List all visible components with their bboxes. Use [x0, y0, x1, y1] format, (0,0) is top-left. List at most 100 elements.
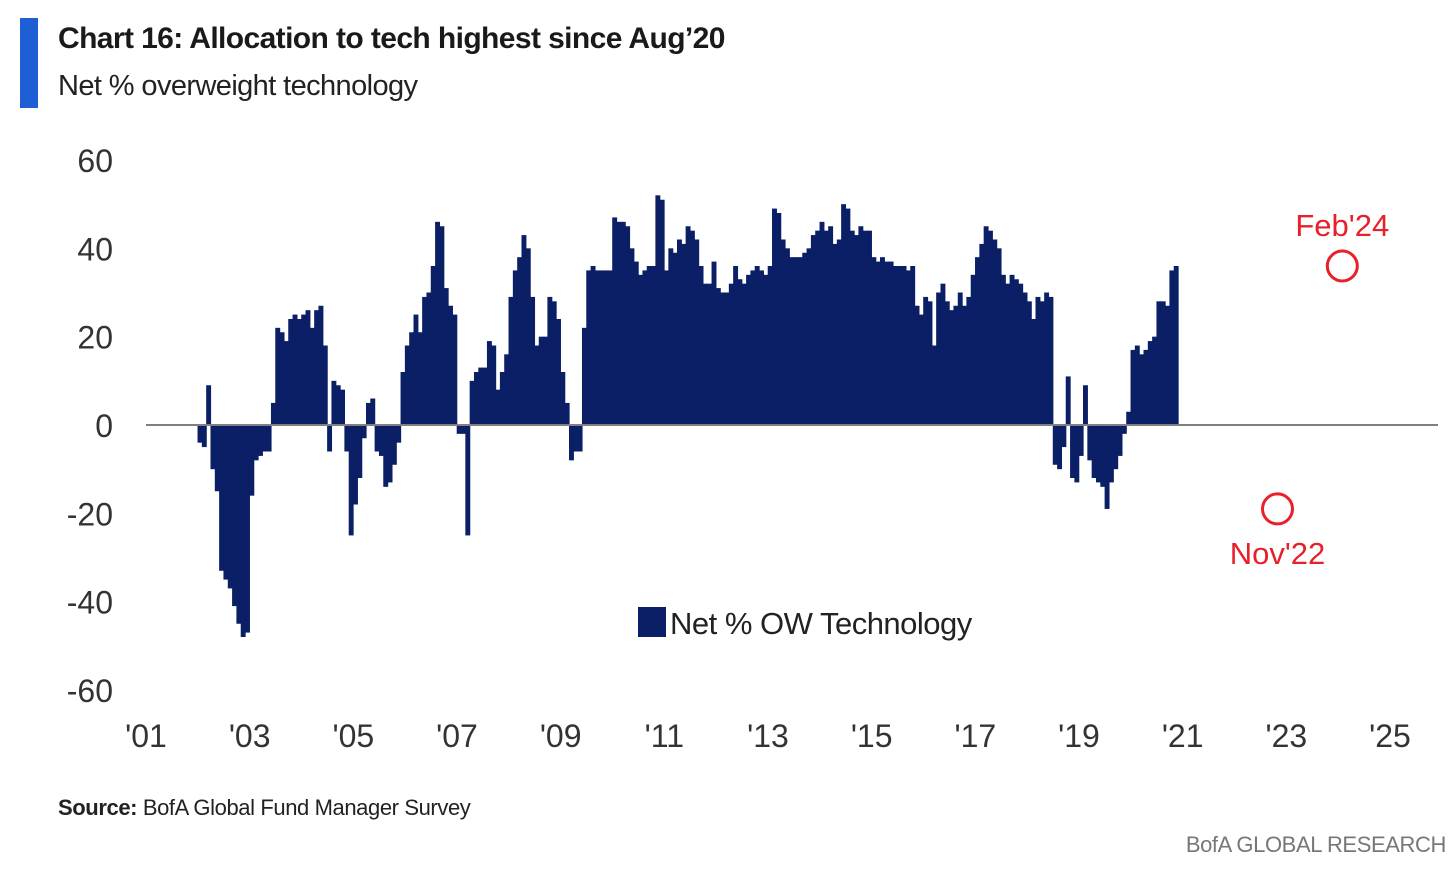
bar: [262, 425, 268, 452]
y-tick-label: 0: [95, 408, 113, 444]
bar: [543, 336, 549, 425]
bar: [944, 301, 950, 425]
bar: [767, 266, 773, 425]
bar: [664, 270, 669, 425]
bar: [1156, 301, 1162, 425]
bar: [1091, 425, 1097, 478]
y-tick-label: 20: [77, 320, 113, 356]
bar: [344, 425, 350, 452]
bar: [927, 301, 933, 425]
bar: [353, 425, 358, 505]
bar: [828, 226, 834, 425]
bar: [923, 296, 929, 425]
bar: [836, 239, 842, 425]
bar: [413, 314, 419, 425]
bar: [975, 257, 980, 425]
bar: [478, 367, 484, 425]
bar: [517, 257, 523, 425]
bar: [702, 283, 708, 425]
bar: [676, 239, 682, 425]
bar: [815, 230, 821, 425]
bar: [452, 314, 458, 425]
bar: [905, 270, 911, 425]
bar: [707, 283, 713, 425]
x-tick-label: '25: [1369, 718, 1411, 754]
bar: [309, 327, 315, 425]
bar: [763, 274, 769, 425]
bar: [335, 385, 341, 425]
bar: [625, 226, 631, 425]
bar: [668, 248, 674, 425]
bar: [581, 327, 587, 425]
bar: [283, 341, 289, 425]
bar: [784, 248, 790, 425]
bar: [1083, 385, 1088, 425]
bar: [430, 266, 436, 425]
bar: [232, 425, 238, 607]
bar: [236, 425, 242, 624]
bar: [759, 270, 764, 425]
x-tick-label: '15: [851, 718, 893, 754]
bar: [694, 239, 700, 425]
bar: [733, 266, 739, 425]
bar: [551, 301, 557, 425]
bar: [1026, 301, 1032, 425]
bar: [1113, 425, 1119, 470]
bar: [1039, 301, 1045, 425]
bar: [949, 310, 955, 425]
bar: [832, 243, 838, 425]
bar: [987, 230, 993, 425]
x-tick-label: '23: [1265, 718, 1307, 754]
chart-subtitle: Net % overweight technology: [58, 70, 418, 102]
bar: [486, 341, 492, 425]
bar: [810, 235, 816, 425]
bar: [1130, 349, 1136, 425]
bar: [504, 354, 510, 425]
bar: [409, 332, 415, 425]
bar: [512, 270, 518, 425]
bar: [301, 314, 307, 425]
bar: [646, 266, 652, 425]
bar: [914, 305, 920, 425]
bar: [858, 226, 864, 425]
bar: [556, 319, 561, 425]
bar: [1134, 345, 1140, 425]
bar: [871, 257, 877, 425]
x-tick-label: '11: [645, 718, 684, 754]
bar: [599, 270, 605, 425]
bar: [892, 266, 898, 425]
bar: [651, 266, 656, 425]
bar: [206, 385, 212, 425]
bar: [655, 195, 661, 425]
bar: [435, 221, 441, 425]
source-label: Source:: [58, 795, 138, 820]
bar: [322, 345, 328, 425]
y-tick-label: -60: [67, 673, 113, 709]
bar: [957, 292, 963, 425]
bar: [698, 266, 704, 425]
bar: [819, 221, 825, 425]
bar: [875, 261, 881, 425]
bar: [603, 270, 609, 425]
annotation-label: Feb'24: [1295, 208, 1389, 243]
bar: [499, 372, 505, 425]
annotation-label: Nov'22: [1230, 536, 1326, 571]
bar: [772, 208, 777, 425]
bar: [443, 288, 449, 425]
bar: [793, 257, 799, 425]
x-tick-label: '13: [747, 718, 789, 754]
y-tick-label: 60: [77, 143, 113, 179]
bar: [1013, 279, 1019, 425]
y-tick-label: 40: [77, 231, 113, 267]
y-tick-label: -20: [67, 496, 113, 532]
bar: [461, 425, 466, 434]
bar: [219, 425, 225, 571]
bar: [275, 327, 281, 425]
bar: [534, 345, 540, 425]
bar: [720, 292, 726, 425]
bar: [897, 266, 903, 425]
bar: [469, 380, 475, 425]
annotation-circle: [1325, 249, 1359, 283]
bar: [374, 425, 380, 452]
bar: [936, 292, 942, 425]
